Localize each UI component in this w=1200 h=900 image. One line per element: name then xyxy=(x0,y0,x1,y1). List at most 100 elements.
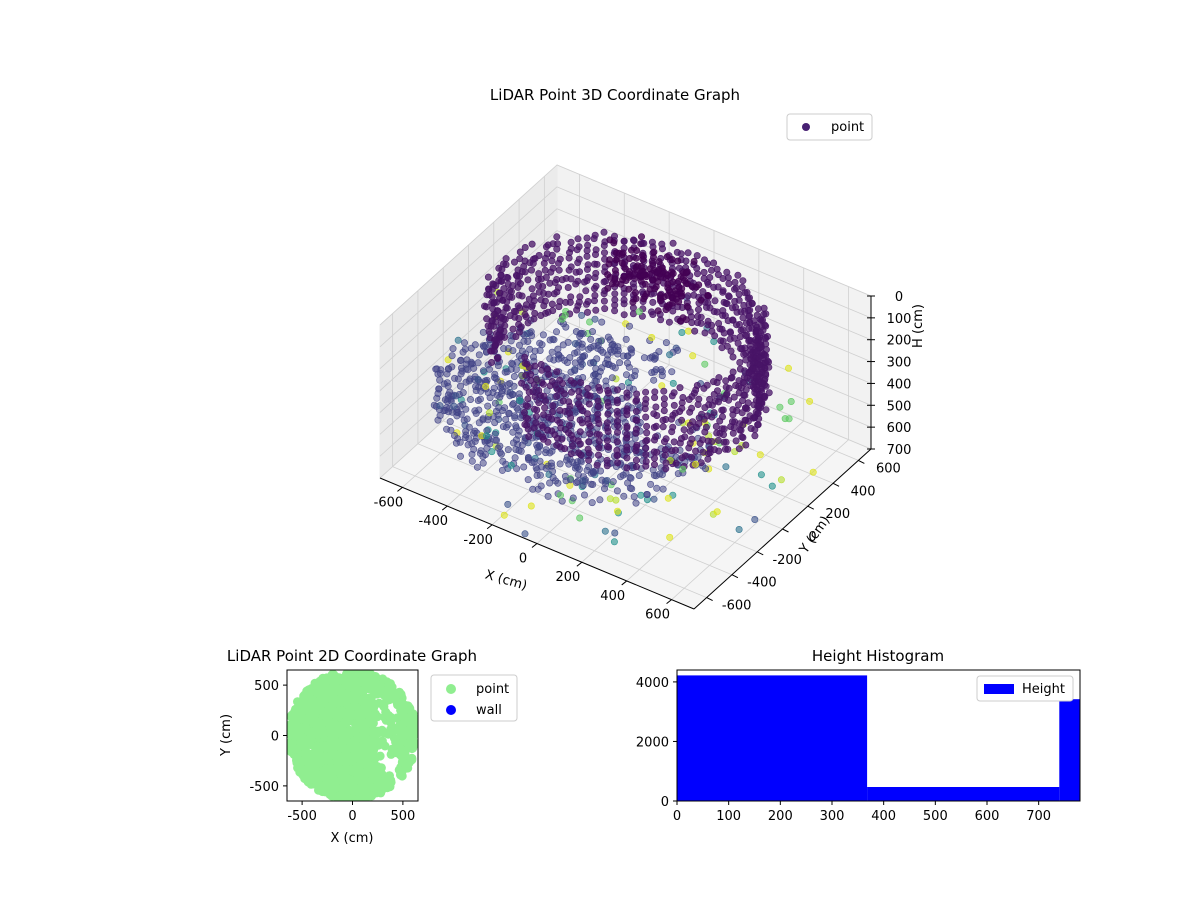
point-3d xyxy=(567,388,575,396)
point-3d xyxy=(575,449,583,457)
point-3d xyxy=(732,303,740,311)
point-3d xyxy=(542,243,550,251)
point-3d xyxy=(768,482,776,490)
point-3d xyxy=(715,319,723,327)
point-3d xyxy=(718,406,726,414)
point-3d xyxy=(740,379,748,387)
point-3d xyxy=(722,463,730,471)
point-3d xyxy=(540,392,548,400)
point-2d xyxy=(295,765,305,775)
point-3d xyxy=(574,277,582,285)
axis-y-tick-label: -200 xyxy=(772,553,802,568)
point-3d xyxy=(601,527,609,535)
point-3d xyxy=(679,393,687,401)
point-3d xyxy=(442,404,450,412)
point-3d xyxy=(722,391,730,399)
point-3d xyxy=(785,415,793,423)
point-2d xyxy=(339,772,349,782)
point-2d xyxy=(366,791,376,801)
point-3d xyxy=(632,425,640,433)
point-3d xyxy=(549,307,557,315)
point-3d xyxy=(516,255,524,263)
point-3d xyxy=(594,410,602,418)
point-3d xyxy=(486,334,494,342)
point-3d xyxy=(734,271,742,279)
grid-z-left xyxy=(379,164,558,326)
point-2d xyxy=(369,750,379,760)
point-3d xyxy=(504,500,512,508)
point-3d xyxy=(481,451,489,459)
point-3d xyxy=(608,374,616,382)
point-3d xyxy=(492,298,500,306)
point-3d xyxy=(548,300,556,308)
point-2d xyxy=(329,687,339,697)
point-3d xyxy=(466,395,474,403)
point-3d xyxy=(510,258,518,266)
point-3d xyxy=(505,410,513,418)
point-3d xyxy=(457,356,465,364)
point-3d xyxy=(449,345,457,353)
axis-y-tick xyxy=(706,597,713,602)
point-2d xyxy=(331,777,341,787)
point-3d xyxy=(579,353,587,361)
point-3d xyxy=(595,444,603,452)
point-3d xyxy=(649,298,657,306)
point-3d xyxy=(648,238,656,246)
point-3d xyxy=(756,315,764,323)
point-3d xyxy=(623,422,631,430)
point-3d xyxy=(535,399,543,407)
point-3d xyxy=(448,408,456,416)
point-3d xyxy=(595,337,603,345)
point-3d xyxy=(514,406,522,414)
axis-z-tick-label: 400 xyxy=(887,377,912,392)
point-3d xyxy=(594,397,602,405)
point-3d xyxy=(539,435,547,443)
point-3d xyxy=(706,445,714,453)
point-3d xyxy=(575,243,583,251)
point-3d xyxy=(714,283,722,291)
hist-x-tick-label: 600 xyxy=(975,809,1000,824)
point-3d xyxy=(623,389,631,397)
point-3d xyxy=(559,341,567,349)
point-3d xyxy=(585,400,593,408)
point-3d xyxy=(603,437,611,445)
point-3d xyxy=(580,491,588,499)
point-2d xyxy=(350,680,360,690)
point-3d xyxy=(632,407,640,415)
point-3d xyxy=(616,359,624,367)
point-3d xyxy=(515,341,523,349)
point-3d xyxy=(603,456,611,464)
point-3d xyxy=(510,372,518,380)
point-3d xyxy=(567,275,575,283)
point-3d xyxy=(435,385,443,393)
point-3d xyxy=(660,387,668,395)
point-3d xyxy=(708,327,716,335)
point-3d xyxy=(578,343,586,351)
point-3d xyxy=(678,285,686,293)
point-2d xyxy=(317,684,327,693)
point-3d xyxy=(537,296,545,304)
point-3d xyxy=(474,396,482,404)
point-3d xyxy=(730,334,738,342)
point-3d xyxy=(755,396,763,404)
point-3d xyxy=(550,290,558,298)
chart-3d-zlabel: H (cm) xyxy=(911,304,926,348)
point-3d xyxy=(699,448,707,456)
chart-2d-ticks: -500 0 500 -500 0 500 xyxy=(249,679,415,824)
point-3d xyxy=(691,327,699,335)
point-3d xyxy=(567,263,575,271)
point-3d xyxy=(507,461,515,469)
point-3d xyxy=(541,266,549,274)
point-3d xyxy=(719,337,727,345)
point-3d xyxy=(638,251,646,259)
point-2d xyxy=(335,721,344,731)
point-3d xyxy=(509,325,517,333)
point-3d xyxy=(629,310,637,318)
point-3d xyxy=(524,453,532,461)
point-3d xyxy=(436,412,444,420)
point-3d xyxy=(689,352,697,360)
legend-point-marker xyxy=(802,123,810,131)
point-3d xyxy=(713,265,721,273)
point-3d xyxy=(484,273,492,281)
point-3d xyxy=(675,298,683,306)
